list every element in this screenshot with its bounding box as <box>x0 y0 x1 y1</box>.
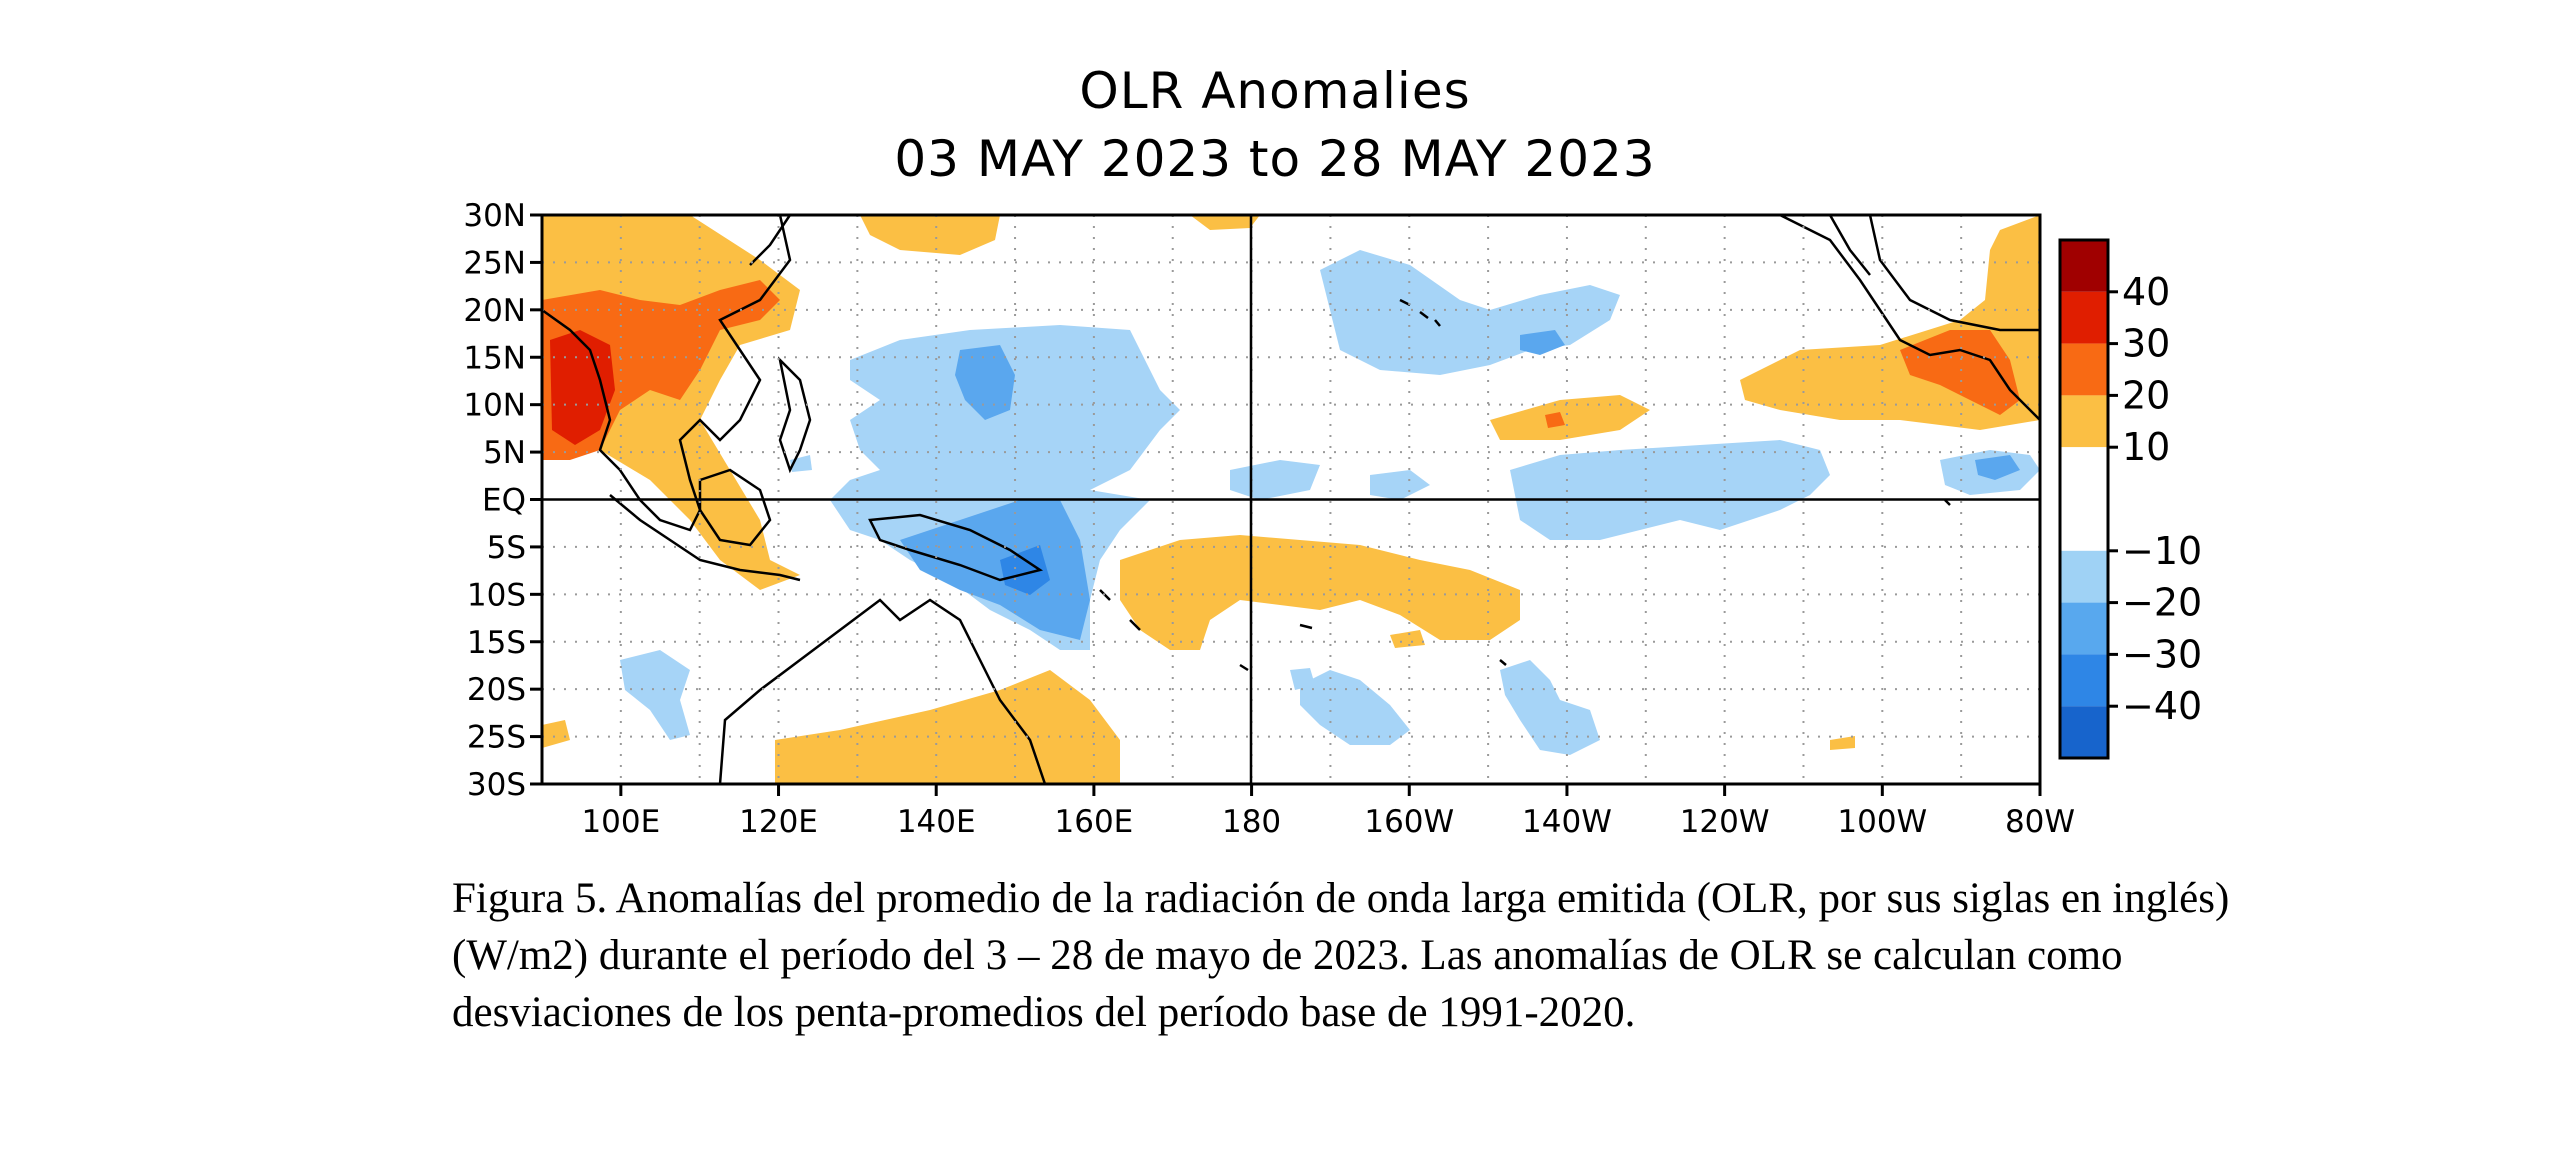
lon-tick-label: 120W <box>1680 804 1770 840</box>
colorbar-label: −30 <box>2122 632 2202 676</box>
lat-tick-label: 5S <box>487 530 526 566</box>
colorbar-segment <box>2060 395 2108 448</box>
lon-tick-label: 160E <box>1055 804 1134 840</box>
south-central-3-negative <box>1290 668 1315 690</box>
south-asia-dark-red <box>550 330 615 445</box>
olr-anomaly-map: 30N 25N 20N 15N 10N 5N EQ 5S 10S 15S 20S 25S 30S 100… <box>463 198 2202 840</box>
asia-coastline <box>542 215 792 532</box>
coral-sea-dark <box>1000 545 1050 595</box>
lon-tick-label: 160W <box>1364 804 1454 840</box>
lat-tick-label: EQ <box>482 483 526 519</box>
south-pacific-positive <box>1120 535 1520 650</box>
colorbar-segment <box>2060 240 2108 292</box>
lon-tick-label: 100W <box>1837 804 1927 840</box>
colorbar-label: −40 <box>2122 684 2202 728</box>
colorbar-label: 10 <box>2122 425 2170 469</box>
colorbar-segment <box>2060 654 2108 707</box>
philippines-coastline <box>777 356 812 474</box>
sumatra-coastline <box>609 494 801 582</box>
lon-tick-label: 140E <box>897 804 976 840</box>
lat-tick-label: 30S <box>467 767 526 803</box>
north-pacific-small-positive <box>1190 215 1260 230</box>
equatorial-central-2-negative <box>1370 470 1430 500</box>
south-indian-positive <box>775 670 1120 784</box>
latitude-labels: 30N 25N 20N 15N 10N 5N EQ 5S 10S 15S 20S 25S 30S <box>463 198 542 803</box>
central-pacific-band-positive <box>1490 395 1650 440</box>
far-east-medium <box>1975 455 2020 480</box>
colorbar-segment <box>2060 343 2108 396</box>
lat-tick-label: 30N <box>463 198 526 234</box>
anomaly-shading <box>542 215 2040 784</box>
map-title: OLR Anomalies <box>1079 62 1471 120</box>
lat-tick-label: 25S <box>467 720 526 756</box>
south-pacific-blob-positive <box>1390 630 1425 648</box>
west-edge-blob-positive <box>542 720 570 748</box>
lat-tick-label: 15S <box>467 625 526 661</box>
lon-tick-label: 80W <box>2005 804 2075 840</box>
central-pacific-red-dot <box>1545 412 1565 428</box>
lat-tick-label: 20N <box>463 293 526 329</box>
equatorial-east-negative <box>1510 440 1830 540</box>
colorbar-segment <box>2060 550 2108 603</box>
indian-ocean-negative <box>620 650 690 740</box>
colorbar-label: 30 <box>2122 322 2170 366</box>
southeast-blob-positive <box>1830 736 1855 750</box>
lat-tick-label: 25N <box>463 245 526 281</box>
north-america-coastline <box>1779 215 2040 421</box>
colorbar-label: −10 <box>2122 529 2202 573</box>
western-pacific-negative <box>830 325 1180 650</box>
lat-tick-label: 20S <box>467 672 526 708</box>
lat-tick-label: 15N <box>463 340 526 376</box>
negative-anomaly-regions <box>620 250 2040 755</box>
colorbar: 40 30 20 10 −10 −20 −30 −40 <box>2058 238 2202 760</box>
lat-tick-label: 5N <box>483 435 526 471</box>
borneo-coastline <box>698 468 772 547</box>
lat-tick-label: 10N <box>463 388 526 424</box>
colorbar-segment <box>2060 291 2108 344</box>
lon-tick-label: 120E <box>739 804 818 840</box>
lat-tick-label: 10S <box>467 577 526 613</box>
japan-coastline <box>749 215 792 266</box>
south-central-negative <box>1300 670 1410 745</box>
galapagos-coastline <box>1944 499 1951 506</box>
positive-anomaly-regions <box>542 215 2040 784</box>
colorbar-segment <box>2060 602 2108 655</box>
western-pacific-medium <box>955 345 1015 420</box>
colorbar-label: −20 <box>2122 581 2202 625</box>
colorbar-segment <box>2060 499 2108 551</box>
australia-coastline <box>718 598 1047 784</box>
south-central-2-negative <box>1500 660 1600 755</box>
colorbar-segment <box>2060 706 2108 758</box>
colorbar-label: 20 <box>2122 373 2170 417</box>
north-pacific-strip-positive <box>860 215 1000 255</box>
baja-coastline <box>1828 215 1871 276</box>
gulf-panama-red <box>1900 330 2020 415</box>
longitude-labels: 100E 120E 140E 160E 180 160W 140W 120W 100W 80W <box>581 784 2075 840</box>
lon-tick-label: 140W <box>1522 804 1612 840</box>
central-north-medium <box>1520 330 1565 355</box>
lon-tick-label: 100E <box>581 804 660 840</box>
colorbar-frame <box>2058 238 2110 760</box>
new-guinea-coastline <box>868 513 1044 582</box>
colorbar-segment <box>2060 447 2108 499</box>
coral-sea-medium <box>900 500 1090 640</box>
figure-caption: Figura 5. Anomalías del promedio de la r… <box>452 875 2230 1036</box>
map-subtitle: 03 MAY 2023 to 28 MAY 2023 <box>894 130 1656 188</box>
lon-tick-label: 180 <box>1222 804 1281 840</box>
colorbar-label: 40 <box>2122 270 2170 314</box>
